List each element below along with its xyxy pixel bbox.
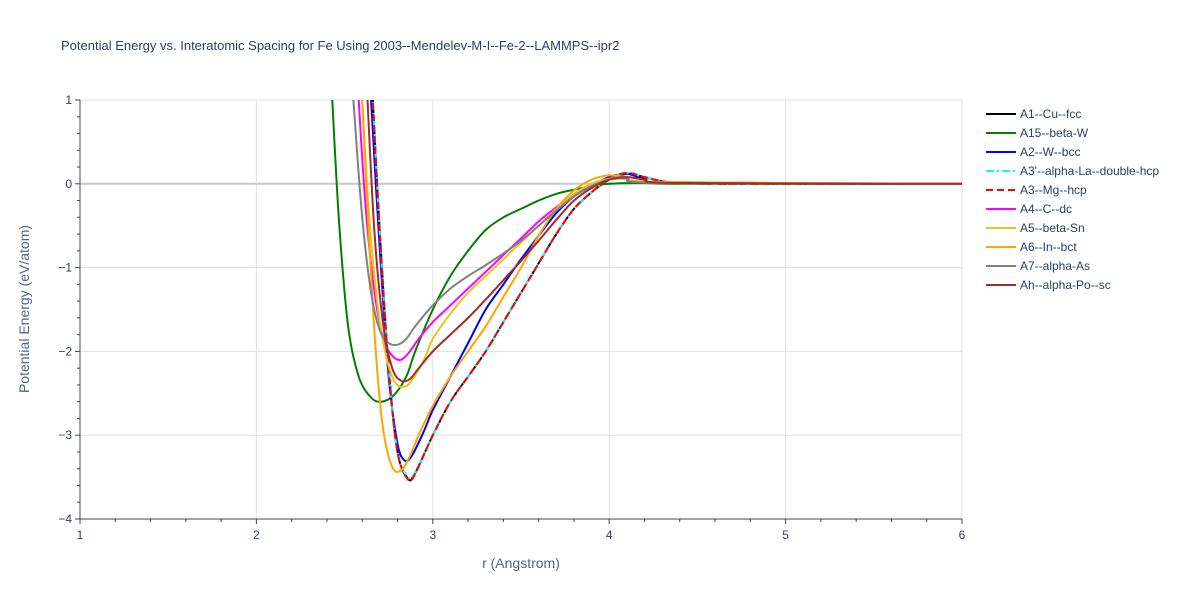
series-line — [371, 100, 962, 482]
tick-labels: 1 2 3 4 5 6 −4 −3 −2 −1 0 1 — [58, 93, 965, 542]
legend-label: A3'--alpha-La--double-hcp — [1020, 164, 1159, 178]
series-line — [371, 100, 962, 483]
legend-label: A6--In--bct — [1020, 240, 1077, 254]
x-axis-label: r (Angstrom) — [482, 555, 560, 571]
grid — [80, 99, 963, 519]
y-tick-label: −4 — [58, 512, 72, 526]
x-tick-label: 6 — [959, 528, 966, 542]
series-line — [361, 100, 962, 473]
legend-label: A1--Cu--fcc — [1020, 107, 1081, 121]
legend-item: A3'--alpha-La--double-hcp — [986, 164, 1159, 178]
series-line — [371, 100, 962, 480]
series-line — [366, 100, 962, 383]
legend-item: A7--alpha-As — [986, 259, 1090, 273]
legend-item: A4--C--dc — [986, 202, 1072, 216]
x-tick-label: 4 — [606, 528, 613, 542]
legend-label: A3--Mg--hcp — [1020, 183, 1087, 197]
x-tick-label: 3 — [429, 528, 436, 542]
legend-item: A5--beta-Sn — [986, 221, 1085, 235]
x-tick-label: 5 — [782, 528, 789, 542]
y-tick-label: −1 — [58, 261, 72, 275]
legend-label: A2--W--bcc — [1020, 145, 1080, 159]
series-line — [370, 100, 962, 463]
y-tick-label: −3 — [58, 428, 72, 442]
series-line — [352, 100, 962, 347]
legend: A1--Cu--fcc A15--beta-W A2--W--bcc A3'--alp… — [986, 107, 1159, 292]
chart-title: Potential Energy vs. Interatomic Spacing… — [61, 38, 619, 53]
x-tick-label: 1 — [77, 528, 84, 542]
legend-item: A2--W--bcc — [986, 145, 1080, 159]
legend-label: Ah--alpha-Po--sc — [1020, 278, 1111, 292]
legend-item: A15--beta-W — [986, 126, 1089, 140]
legend-item: A3--Mg--hcp — [986, 183, 1087, 197]
legend-label: A4--C--dc — [1020, 202, 1072, 216]
x-tick-label: 2 — [253, 528, 260, 542]
axes — [75, 99, 963, 524]
series-line — [361, 100, 962, 388]
legend-item: Ah--alpha-Po--sc — [986, 278, 1111, 292]
y-tick-label: 1 — [65, 93, 72, 107]
series-layer — [331, 100, 962, 483]
series-line — [331, 100, 962, 403]
legend-label: A7--alpha-As — [1020, 259, 1090, 273]
legend-item: A1--Cu--fcc — [986, 107, 1081, 121]
y-axis-label: Potential Energy (eV/atom) — [16, 225, 32, 393]
y-tick-label: 0 — [65, 177, 72, 191]
legend-item: A6--In--bct — [986, 240, 1077, 254]
legend-label: A15--beta-W — [1020, 126, 1089, 140]
y-tick-label: −2 — [58, 344, 72, 358]
legend-label: A5--beta-Sn — [1020, 221, 1085, 235]
